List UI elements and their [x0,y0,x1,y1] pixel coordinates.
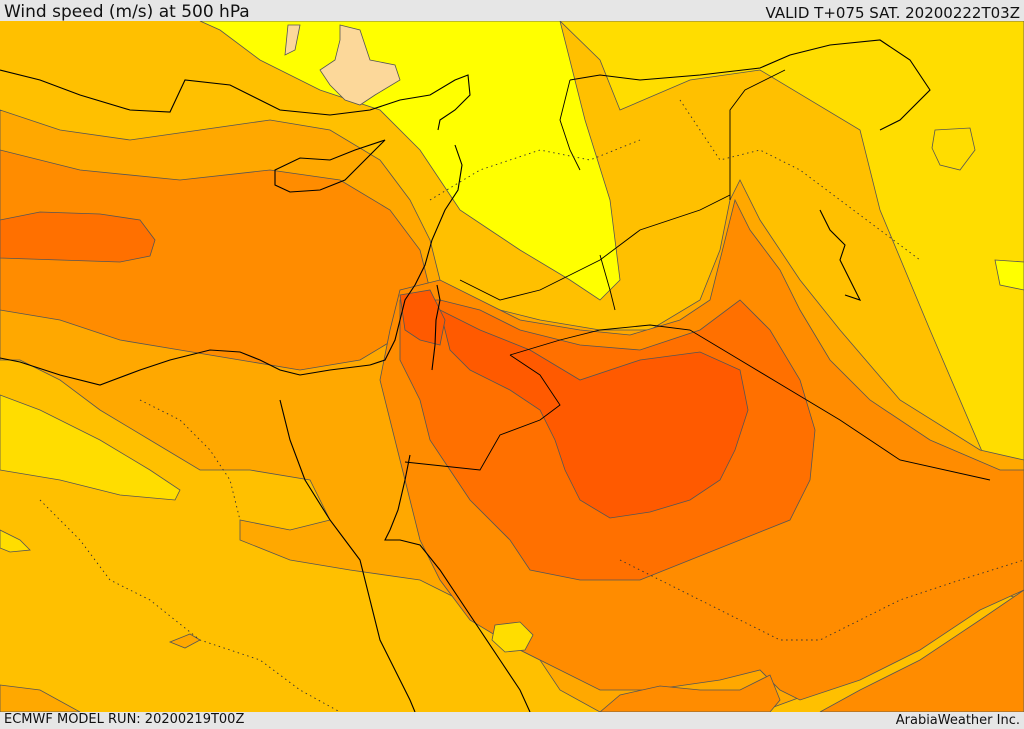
footer-bar: ECMWF MODEL RUN: 20200219T00Z ArabiaWeat… [0,712,1024,729]
wind-band-gold-east-patch [994,259,1024,291]
wind-band-gold-sw [0,394,181,501]
wind-band-gold-ne [559,21,1024,471]
wind-band-yellow [199,21,621,301]
valid-time: VALID T+075 SAT. 20200222T03Z [765,4,1020,22]
borders [404,69,991,481]
wind-band-gold-sw-small [0,529,31,553]
wind-band-orange-south [599,674,781,712]
wind-band-gold-south [491,621,534,653]
credit: ArabiaWeather Inc. [895,713,1020,728]
wind-band-gold-ne-patch [931,127,976,171]
coastlines [0,39,931,712]
model-run: ECMWF MODEL RUN: 20200219T00Z [4,712,245,727]
wind-band-peach [319,24,401,106]
wind-speed-map [0,21,1024,712]
wind-band-peach-small [284,24,301,56]
wind-band-dark-orange-west [0,211,156,263]
header-bar: Wind speed (m/s) at 500 hPa VALID T+075 … [0,0,1024,22]
wind-band-red-orange-core [439,309,749,519]
wind-band-red-orange-west-tip [399,289,446,346]
dotted-boundaries [39,99,1024,712]
map-title: Wind speed (m/s) at 500 hPa [4,2,250,22]
wind-band-orange-se [819,589,1024,712]
wind-band-orange-sw [0,684,81,712]
